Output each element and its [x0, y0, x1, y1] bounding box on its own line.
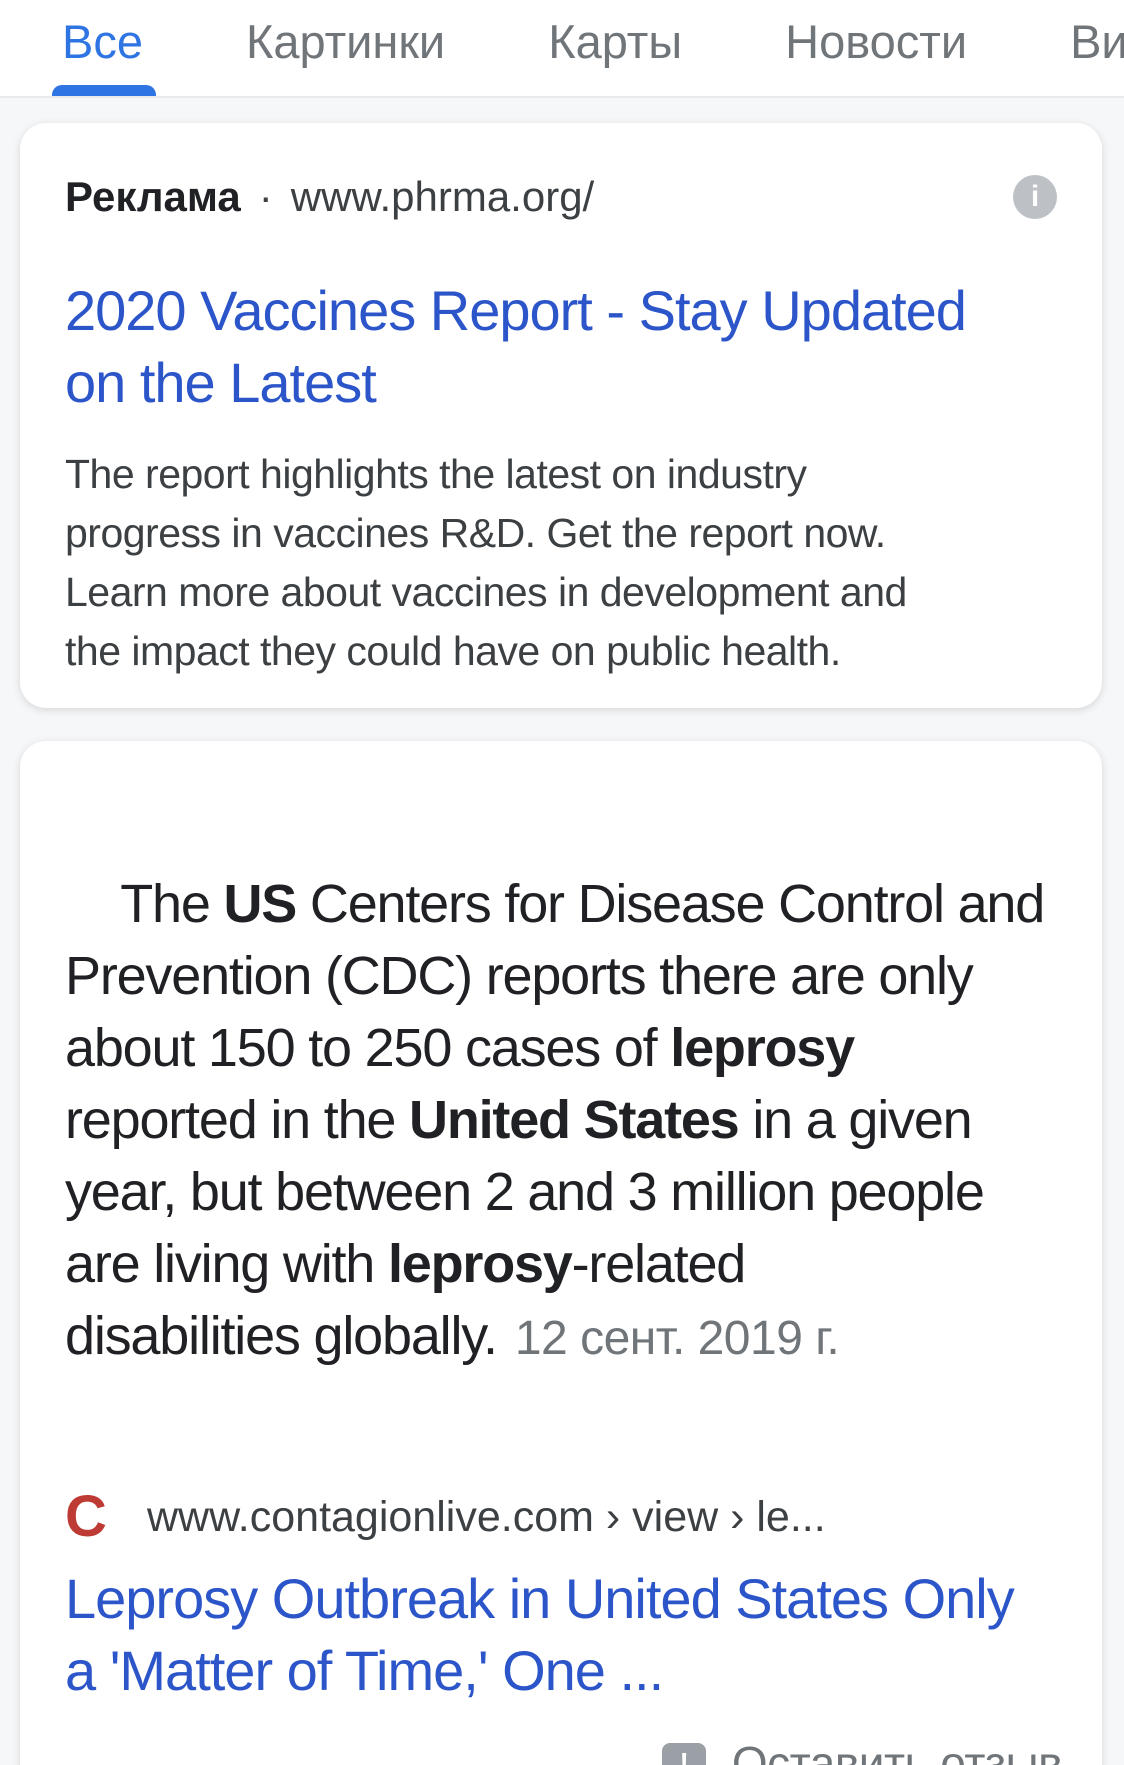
ad-card: Реклама · www.phrma.org/ i 2020 Vaccines…	[20, 123, 1102, 708]
active-tab-underline	[52, 85, 156, 96]
search-tab-bar: Все Картинки Карты Новости Видео	[0, 0, 1124, 98]
snippet-rich-text: The US Centers for Disease Control and P…	[65, 874, 1045, 1366]
feedback-bubble-icon[interactable]: !	[661, 1743, 706, 1765]
ad-display-url[interactable]: www.phrma.org/	[290, 173, 595, 220]
tab-list: Все Картинки Карты Новости Видео	[0, 0, 1124, 68]
ad-title-link[interactable]: 2020 Vaccines Report - Stay Updated on t…	[65, 279, 967, 414]
result-title-link[interactable]: Leprosy Outbreak in United States Only a…	[65, 1567, 1015, 1702]
result-url-row[interactable]: C www.contagionlive.com › view › le...	[65, 1484, 1062, 1549]
result-breadcrumb-url[interactable]: www.contagionlive.com › view › le...	[147, 1492, 826, 1541]
ad-badge: Реклама	[65, 173, 241, 220]
result-card: The US Centers for Disease Control and P…	[20, 741, 1102, 1765]
tab-images[interactable]: Картинки	[246, 15, 446, 68]
snippet-date: 12 сент. 2019 г.	[514, 1312, 840, 1365]
tab-news[interactable]: Новости	[785, 15, 968, 68]
ad-header: Реклама · www.phrma.org/ i	[65, 173, 1057, 221]
tab-videos[interactable]: Видео	[1070, 15, 1124, 68]
ad-info-icon[interactable]: i	[1013, 175, 1057, 219]
tab-maps[interactable]: Карты	[548, 15, 683, 68]
contagionlive-favicon-icon: C	[65, 1484, 107, 1549]
feedback-row: ! Оставить отзыв	[65, 1737, 1063, 1765]
ad-description: The report highlights the latest on indu…	[65, 451, 907, 674]
snippet-text: The US Centers for Disease Control and P…	[65, 796, 1062, 1447]
ad-separator-dot: ·	[258, 173, 273, 220]
tab-all[interactable]: Все	[62, 15, 143, 68]
leave-feedback-link[interactable]: Оставить отзыв	[731, 1737, 1063, 1765]
